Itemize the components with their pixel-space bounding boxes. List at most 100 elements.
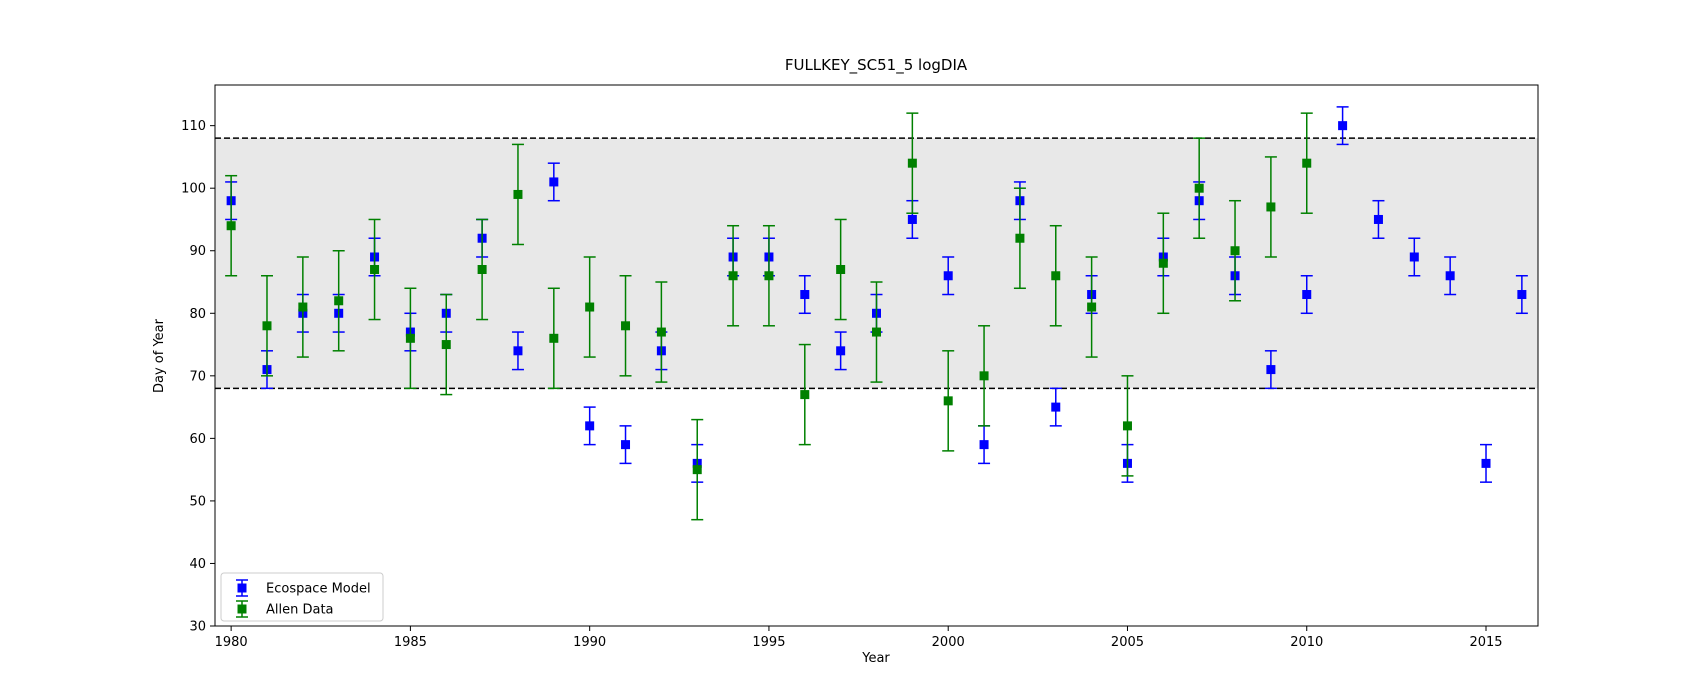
point-marker bbox=[656, 327, 666, 337]
data-point bbox=[476, 218, 489, 321]
point-marker bbox=[1445, 271, 1455, 281]
chart-title: FULLKEY_SC51_5 logDIA bbox=[785, 56, 968, 75]
point-marker bbox=[1051, 271, 1061, 281]
data-point bbox=[727, 224, 740, 327]
point-marker bbox=[979, 371, 989, 381]
data-point bbox=[440, 293, 453, 396]
data-point bbox=[511, 143, 524, 246]
data-point bbox=[583, 406, 596, 446]
x-tick-label: 2005 bbox=[1111, 635, 1144, 650]
point-marker bbox=[1481, 458, 1491, 468]
x-tick-label: 2010 bbox=[1290, 635, 1323, 650]
point-marker bbox=[477, 265, 487, 275]
data-point bbox=[1336, 106, 1349, 146]
point-marker bbox=[800, 290, 810, 300]
data-point bbox=[511, 331, 524, 371]
y-axis-label: Day of Year bbox=[152, 318, 167, 393]
data-point bbox=[619, 275, 632, 377]
point-marker bbox=[298, 302, 308, 312]
series-2 bbox=[225, 112, 1313, 521]
legend-marker bbox=[237, 604, 247, 614]
legend: Ecospace Model Allen Data bbox=[220, 572, 384, 622]
data-point bbox=[1300, 112, 1313, 214]
data-point bbox=[1193, 137, 1206, 239]
data-point bbox=[547, 162, 560, 202]
data-point bbox=[691, 418, 704, 521]
data-point bbox=[404, 287, 417, 390]
data-point bbox=[1444, 256, 1457, 296]
data-point bbox=[906, 112, 919, 214]
point-marker bbox=[1266, 365, 1276, 375]
point-marker bbox=[585, 421, 595, 431]
x-tick-label: 2015 bbox=[1469, 635, 1502, 650]
data-point bbox=[1480, 443, 1493, 483]
data-point bbox=[1300, 275, 1313, 315]
point-marker bbox=[621, 321, 631, 331]
point-marker bbox=[1158, 258, 1168, 268]
data-point bbox=[1408, 237, 1421, 277]
point-marker bbox=[1266, 202, 1276, 212]
x-tick-label: 2000 bbox=[932, 635, 965, 650]
point-marker bbox=[764, 271, 774, 281]
legend-entry: Allen Data bbox=[236, 600, 334, 618]
point-marker bbox=[907, 158, 917, 168]
point-marker bbox=[728, 271, 738, 281]
data-point bbox=[1157, 212, 1170, 315]
data-point bbox=[260, 275, 273, 377]
data-point bbox=[762, 224, 775, 327]
x-tick-label: 1985 bbox=[394, 635, 427, 650]
point-marker bbox=[872, 327, 881, 337]
point-marker bbox=[441, 340, 451, 350]
point-marker bbox=[1051, 402, 1061, 412]
point-marker bbox=[836, 346, 846, 356]
legend-marker bbox=[237, 583, 247, 593]
y-tick-label: 40 bbox=[189, 557, 206, 572]
point-marker bbox=[1087, 302, 1097, 312]
point-marker bbox=[549, 333, 559, 343]
point-marker bbox=[943, 271, 953, 281]
data-point bbox=[619, 425, 632, 465]
y-tick-label: 70 bbox=[189, 369, 206, 384]
data-point bbox=[834, 218, 847, 321]
y-tick-label: 50 bbox=[189, 494, 206, 509]
data-point bbox=[798, 343, 811, 446]
data-point bbox=[870, 281, 883, 383]
legend-label: Ecospace Model bbox=[266, 582, 371, 597]
data-point bbox=[1515, 275, 1528, 315]
data-point bbox=[834, 331, 847, 371]
legend-entry: Ecospace Model bbox=[236, 579, 371, 597]
point-marker bbox=[907, 214, 917, 224]
data-point bbox=[1013, 187, 1026, 290]
point-marker bbox=[800, 390, 810, 400]
data-point bbox=[1264, 156, 1277, 258]
point-marker bbox=[513, 346, 523, 356]
data-point bbox=[583, 256, 596, 358]
point-marker bbox=[1122, 421, 1132, 431]
data-point bbox=[942, 350, 955, 452]
point-marker bbox=[262, 321, 272, 331]
y-tick-label: 110 bbox=[181, 119, 206, 134]
y-tick-label: 90 bbox=[189, 244, 206, 259]
point-marker bbox=[1338, 121, 1348, 131]
point-marker bbox=[405, 333, 415, 343]
point-marker bbox=[1302, 290, 1312, 300]
data-point bbox=[1085, 256, 1098, 358]
x-tick-label: 1980 bbox=[215, 635, 248, 650]
legend-box bbox=[220, 572, 384, 622]
point-marker bbox=[943, 396, 953, 406]
data-point bbox=[942, 256, 955, 296]
data-point bbox=[1049, 387, 1062, 427]
y-tick-label: 30 bbox=[189, 620, 206, 635]
point-marker bbox=[1194, 183, 1204, 193]
legend-label: Allen Data bbox=[266, 603, 334, 618]
point-marker bbox=[513, 189, 523, 199]
plot-frame bbox=[214, 84, 1539, 627]
point-marker bbox=[370, 265, 380, 275]
point-marker bbox=[334, 296, 344, 306]
x-tick-label: 1995 bbox=[752, 635, 785, 650]
x-tick-label: 1990 bbox=[573, 635, 606, 650]
point-marker bbox=[979, 440, 989, 450]
data-point bbox=[655, 281, 668, 383]
data-point bbox=[368, 218, 381, 321]
data-point bbox=[1229, 199, 1242, 302]
